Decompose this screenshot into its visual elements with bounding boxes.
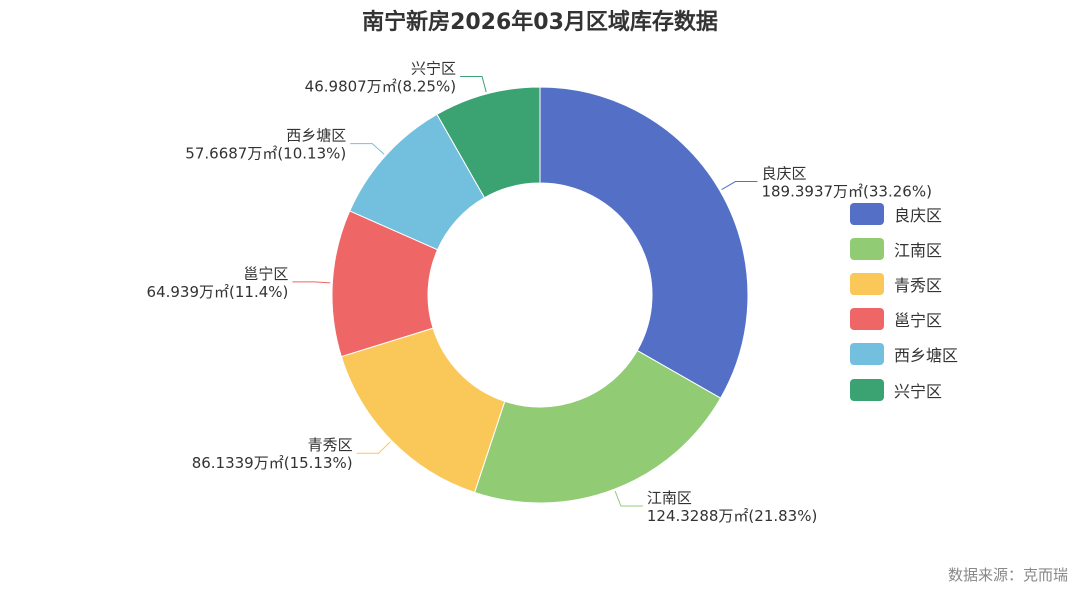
leader-line-xixiangtang (350, 143, 385, 155)
slice-label-value-xixiangtang: 57.6687万㎡(10.13%) (185, 145, 346, 163)
legend-item-jiangnan[interactable]: 江南区 (850, 231, 958, 266)
slice-xingning[interactable] (436, 86, 541, 199)
legend-label: 青秀区 (894, 275, 943, 295)
leader-line-yongning (292, 281, 331, 284)
legend-item-yongning[interactable]: 邕宁区 (850, 302, 958, 337)
slice-label-name-xingning: 兴宁区 (411, 60, 456, 78)
slice-label-value-xingning: 46.9807万㎡(8.25%) (305, 78, 456, 96)
leader-line-qingxiu (356, 441, 391, 454)
slice-label-name-xixiangtang: 西乡塘区 (286, 127, 346, 145)
slice-label-name-qingxiu: 青秀区 (308, 436, 353, 454)
legend-label: 良庆区 (894, 205, 943, 225)
legend-item-xingning[interactable]: 兴宁区 (850, 372, 958, 407)
slice-label-value-liangqing: 189.3937万㎡(33.26%) (761, 183, 931, 201)
legend-swatch (850, 308, 884, 331)
legend-swatch (850, 343, 884, 366)
slice-qingxiu[interactable] (340, 327, 506, 494)
slice-label-name-yongning: 邕宁区 (243, 265, 288, 283)
slice-label-value-yongning: 64.939万㎡(11.4%) (147, 283, 289, 301)
chart-title: 南宁新房2026年03月区域库存数据 (362, 10, 718, 35)
slice-jiangnan[interactable] (473, 349, 722, 504)
slice-liangqing[interactable] (539, 86, 749, 399)
legend-label: 邕宁区 (894, 311, 943, 331)
legend-item-xixiangtang[interactable]: 西乡塘区 (850, 337, 958, 372)
legend-swatch (850, 237, 884, 260)
slice-label-name-jiangnan: 江南区 (647, 489, 692, 507)
legend-label: 西乡塘区 (894, 346, 959, 366)
legend-label: 江南区 (894, 240, 943, 260)
legend-label: 兴宁区 (894, 381, 943, 401)
legend-swatch (850, 202, 884, 225)
legend-swatch (850, 378, 884, 401)
leader-line-jiangnan (614, 490, 643, 507)
legend-swatch (850, 272, 884, 295)
slice-label-value-qingxiu: 86.1339万㎡(15.13%) (192, 454, 353, 472)
data-source-note: 数据来源：克而瑞 (947, 566, 1068, 584)
legend-item-qingxiu[interactable]: 青秀区 (850, 266, 958, 301)
slice-label-value-jiangnan: 124.3288万㎡(21.83%) (647, 507, 817, 525)
leader-line-liangqing (721, 181, 758, 191)
legend-item-liangqing[interactable]: 良庆区 (850, 196, 958, 231)
slice-label-name-liangqing: 良庆区 (761, 165, 806, 183)
leader-line-xingning (460, 76, 487, 93)
chart-legend: 良庆区 江南区 青秀区 邕宁区 西乡塘区 兴宁区 (850, 196, 958, 407)
